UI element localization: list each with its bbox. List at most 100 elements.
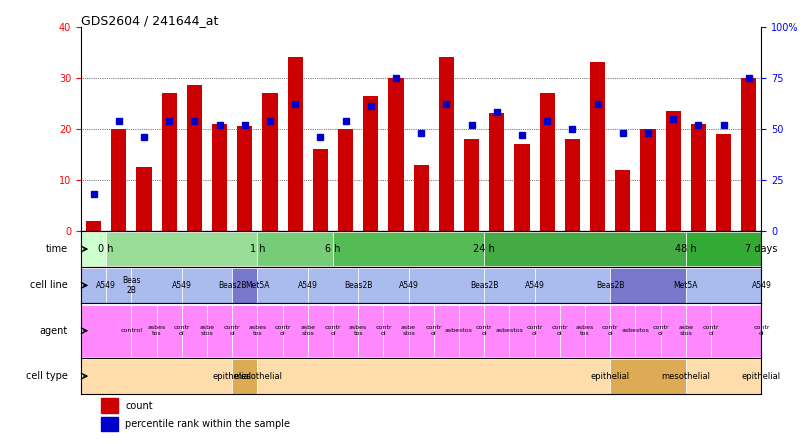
- Bar: [414, 165, 428, 231]
- Text: epithelial: epithelial: [590, 372, 629, 381]
- FancyBboxPatch shape: [434, 305, 459, 357]
- Text: percentile rank within the sample: percentile rank within the sample: [126, 419, 290, 429]
- Text: A549: A549: [172, 281, 192, 290]
- FancyBboxPatch shape: [610, 359, 686, 393]
- Text: epithelial: epithelial: [742, 372, 781, 381]
- Text: contr
ol: contr ol: [375, 325, 392, 336]
- Text: 24 h: 24 h: [473, 244, 495, 254]
- Bar: [641, 129, 655, 231]
- Bar: [313, 149, 328, 231]
- Text: asbestos: asbestos: [445, 328, 473, 333]
- FancyBboxPatch shape: [308, 305, 333, 357]
- FancyBboxPatch shape: [509, 305, 535, 357]
- Bar: [514, 144, 530, 231]
- Text: asbe
stos: asbe stos: [301, 325, 315, 336]
- Text: contr
ol: contr ol: [173, 325, 190, 336]
- FancyBboxPatch shape: [81, 359, 232, 393]
- Bar: [363, 95, 378, 231]
- Bar: [237, 126, 253, 231]
- Text: Beas2B: Beas2B: [218, 281, 246, 290]
- Bar: [389, 78, 403, 231]
- Text: A549: A549: [752, 281, 771, 290]
- Text: Beas2B: Beas2B: [596, 281, 625, 290]
- Text: mesothelial: mesothelial: [661, 372, 710, 381]
- FancyBboxPatch shape: [283, 305, 308, 357]
- Text: Met5A: Met5A: [245, 281, 270, 290]
- FancyBboxPatch shape: [484, 305, 509, 357]
- FancyBboxPatch shape: [181, 305, 207, 357]
- FancyBboxPatch shape: [232, 359, 258, 393]
- Text: asbe
stos: asbe stos: [678, 325, 693, 336]
- FancyBboxPatch shape: [207, 305, 232, 357]
- FancyBboxPatch shape: [232, 268, 258, 303]
- Bar: [288, 57, 303, 231]
- FancyBboxPatch shape: [484, 232, 686, 266]
- FancyBboxPatch shape: [258, 359, 610, 393]
- Text: A549: A549: [399, 281, 419, 290]
- Bar: [101, 398, 118, 412]
- FancyBboxPatch shape: [106, 268, 131, 303]
- Bar: [616, 170, 630, 231]
- Text: asbe
stos: asbe stos: [401, 325, 416, 336]
- FancyBboxPatch shape: [333, 305, 358, 357]
- Text: cell line: cell line: [30, 280, 67, 290]
- Text: contr
ol: contr ol: [476, 325, 492, 336]
- FancyBboxPatch shape: [81, 232, 106, 266]
- Text: asbe
stos: asbe stos: [199, 325, 215, 336]
- Text: asbes
tos: asbes tos: [576, 325, 594, 336]
- Text: Beas2B: Beas2B: [470, 281, 498, 290]
- Bar: [212, 124, 227, 231]
- FancyBboxPatch shape: [408, 268, 484, 303]
- Text: asbes
tos: asbes tos: [147, 325, 166, 336]
- Text: contr
ol: contr ol: [325, 325, 341, 336]
- FancyBboxPatch shape: [635, 305, 661, 357]
- Bar: [716, 134, 731, 231]
- FancyBboxPatch shape: [232, 305, 258, 357]
- FancyBboxPatch shape: [258, 268, 308, 303]
- FancyBboxPatch shape: [610, 305, 635, 357]
- FancyBboxPatch shape: [408, 305, 434, 357]
- Text: contr
ol: contr ol: [552, 325, 568, 336]
- Bar: [464, 139, 480, 231]
- FancyBboxPatch shape: [106, 232, 258, 266]
- FancyBboxPatch shape: [308, 268, 358, 303]
- FancyBboxPatch shape: [610, 268, 686, 303]
- FancyBboxPatch shape: [131, 268, 181, 303]
- Text: contr
ol: contr ol: [224, 325, 241, 336]
- Text: contr
ol: contr ol: [425, 325, 442, 336]
- FancyBboxPatch shape: [585, 305, 610, 357]
- Text: 0 h: 0 h: [99, 244, 114, 254]
- Text: count: count: [126, 400, 153, 411]
- Text: epithelial: epithelial: [213, 372, 252, 381]
- FancyBboxPatch shape: [258, 232, 333, 266]
- Text: control: control: [121, 328, 143, 333]
- Bar: [565, 139, 580, 231]
- Text: time: time: [45, 244, 67, 254]
- FancyBboxPatch shape: [81, 305, 131, 357]
- Bar: [741, 78, 757, 231]
- FancyBboxPatch shape: [686, 232, 761, 266]
- FancyBboxPatch shape: [686, 305, 711, 357]
- FancyBboxPatch shape: [686, 268, 761, 303]
- Bar: [338, 129, 353, 231]
- Text: contr
ol: contr ol: [275, 325, 291, 336]
- Text: A549: A549: [298, 281, 318, 290]
- FancyBboxPatch shape: [484, 268, 535, 303]
- Text: mesothelial: mesothelial: [233, 372, 282, 381]
- Text: 48 h: 48 h: [675, 244, 697, 254]
- Bar: [111, 129, 126, 231]
- FancyBboxPatch shape: [258, 305, 283, 357]
- FancyBboxPatch shape: [711, 305, 761, 357]
- Text: Met5A: Met5A: [674, 281, 698, 290]
- FancyBboxPatch shape: [661, 305, 686, 357]
- Text: 1 h: 1 h: [249, 244, 265, 254]
- Bar: [489, 114, 505, 231]
- FancyBboxPatch shape: [358, 305, 383, 357]
- Text: contr
ol: contr ol: [652, 325, 669, 336]
- FancyBboxPatch shape: [156, 305, 181, 357]
- Bar: [101, 417, 118, 431]
- Text: GDS2604 / 241644_at: GDS2604 / 241644_at: [81, 14, 219, 27]
- Text: A549: A549: [525, 281, 544, 290]
- Bar: [187, 85, 202, 231]
- Bar: [136, 167, 151, 231]
